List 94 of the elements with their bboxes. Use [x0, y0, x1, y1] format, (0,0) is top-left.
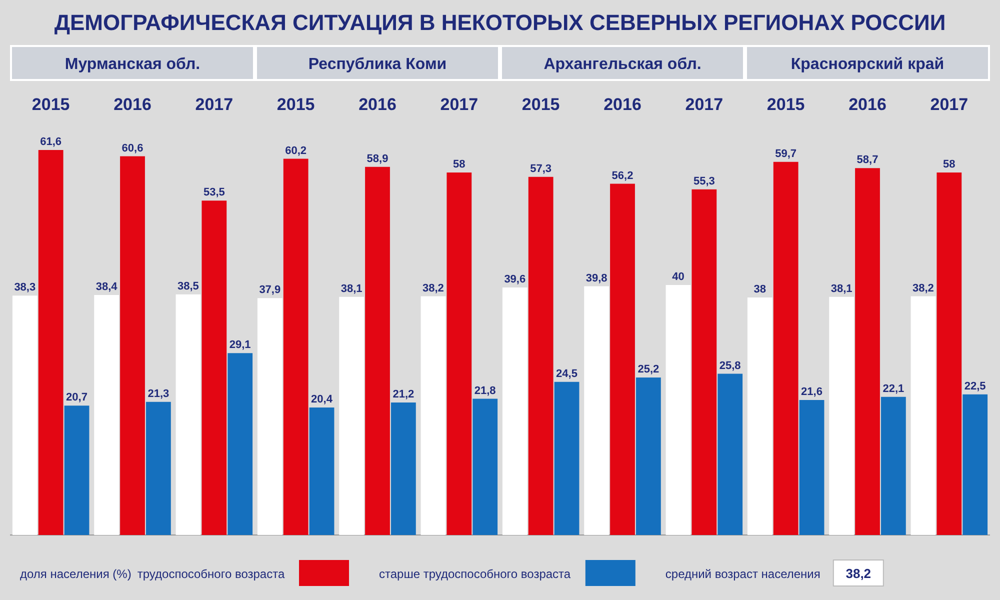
x-tick-label: 2015	[766, 95, 805, 114]
text: Красноярский край	[790, 56, 944, 73]
bar	[773, 162, 798, 535]
data-label: 21,3	[148, 388, 170, 400]
bar	[446, 172, 472, 535]
data-label: 38,5	[178, 280, 199, 292]
text: Республика Коми	[308, 56, 447, 73]
bar	[420, 296, 446, 535]
data-label: 25,8	[719, 360, 741, 372]
bar	[472, 398, 498, 535]
bar	[339, 296, 364, 535]
bar	[855, 168, 880, 535]
x-tick-label: 2015	[276, 95, 315, 114]
data-label: 60,6	[122, 142, 144, 154]
data-label: 21,8	[474, 384, 496, 397]
bar	[936, 172, 962, 535]
data-label: 21,6	[801, 386, 822, 398]
bar	[528, 176, 554, 535]
data-label: 60,2	[285, 144, 307, 157]
bar	[829, 296, 854, 535]
data-label: 22,5	[964, 380, 986, 392]
bar	[12, 296, 38, 535]
x-tick-label: 2017	[195, 95, 234, 114]
bar	[202, 200, 227, 535]
bar	[146, 402, 171, 535]
data-label: 38,2	[912, 282, 934, 294]
bar	[176, 294, 201, 535]
data-label: 21,2	[392, 388, 414, 400]
bar	[692, 189, 717, 535]
data-label: 38,1	[830, 282, 852, 295]
bar	[610, 184, 635, 535]
data-label: 25,2	[638, 364, 660, 376]
bar	[962, 394, 988, 535]
legend-label: старше трудоспособного возраста	[379, 567, 571, 581]
data-label: 58,7	[856, 154, 878, 166]
bar	[666, 285, 691, 535]
data-label: 22,1	[882, 382, 904, 395]
data-label: 58,9	[366, 152, 388, 165]
bar	[910, 296, 936, 535]
bar	[64, 406, 90, 535]
bar	[120, 156, 145, 535]
data-label: 59,7	[775, 148, 797, 160]
data-label: 57,3	[530, 162, 552, 175]
x-tick-label: 2016	[848, 95, 886, 114]
bar	[747, 298, 772, 535]
data-label: 38,1	[340, 282, 362, 295]
text: Мурманская обл.	[64, 56, 200, 73]
chart-title: ДЕМОГРАФИЧЕСКАЯ СИТУАЦИЯ В НЕКОТОРЫХ СЕВЕРНЫХ РЕГИОНАХ РОССИИ	[54, 10, 946, 35]
data-label: 39,6	[504, 274, 526, 286]
data-label: 58	[943, 158, 956, 170]
bar	[94, 295, 120, 535]
x-tick-label: 2017	[930, 95, 968, 114]
bar	[584, 286, 610, 535]
text: Архангельская обл.	[544, 56, 702, 73]
bar	[283, 158, 308, 535]
data-label: 55,3	[693, 175, 715, 188]
data-label: 38,3	[14, 282, 36, 294]
text: 38,2	[846, 566, 872, 581]
data-label: 38,2	[422, 282, 444, 294]
x-tick-label: 2016	[358, 95, 396, 114]
data-label: 58	[453, 158, 466, 170]
bar	[228, 353, 253, 535]
bar	[554, 382, 580, 535]
x-tick-label: 2017	[685, 95, 724, 114]
data-label: 37,9	[259, 284, 281, 296]
bar	[309, 408, 334, 535]
x-tick-label: 2015	[522, 95, 560, 114]
data-label: 53,5	[203, 186, 225, 199]
legend-title: доля населения (%)	[20, 567, 132, 581]
data-label: 38	[754, 284, 766, 296]
bar	[38, 150, 64, 535]
data-label: 38,4	[96, 281, 118, 293]
data-label: 40	[672, 271, 684, 283]
x-tick-label: 2016	[604, 95, 642, 114]
data-label: 39,8	[586, 272, 608, 284]
legend-label: средний возраст населения	[665, 567, 820, 581]
bar	[257, 298, 282, 535]
data-label: 20,7	[66, 392, 88, 404]
bar	[636, 378, 661, 535]
bar	[718, 374, 743, 535]
bar	[799, 400, 824, 535]
data-label: 29,1	[229, 339, 251, 352]
bar	[390, 402, 416, 535]
bar	[880, 396, 906, 535]
x-tick-label: 2016	[114, 95, 152, 114]
data-label: 24,5	[556, 368, 578, 380]
x-tick-label: 2015	[32, 95, 70, 114]
bar	[502, 288, 528, 535]
data-label: 56,2	[612, 170, 634, 182]
x-tick-label: 2017	[440, 95, 478, 114]
bar	[365, 166, 390, 535]
legend-label: трудоспособного возраста	[137, 567, 285, 581]
data-label: 20,4	[311, 394, 334, 406]
data-label: 61,6	[40, 136, 62, 148]
